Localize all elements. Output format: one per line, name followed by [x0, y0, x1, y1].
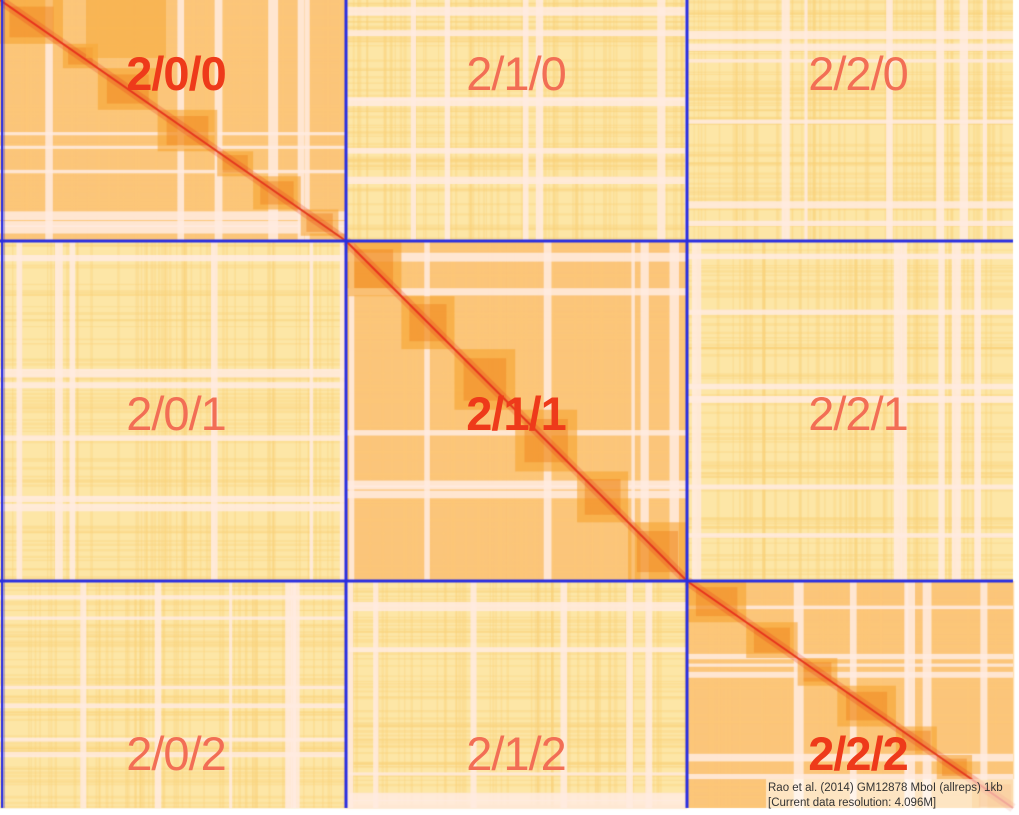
dataset-name: Rao et al. (2014) GM12878 MboI (allreps)…: [768, 782, 1003, 794]
data-resolution: [Current data resolution: 4.096M]: [768, 797, 937, 809]
tile-label-2-0-1: 2/0/1: [126, 387, 227, 440]
tile-label-2-1-2: 2/1/2: [466, 727, 567, 780]
tile-label-2-1-1: 2/1/1: [466, 387, 567, 440]
tile-label-2-0-2: 2/0/2: [126, 727, 227, 780]
tile-label-2-1-0: 2/1/0: [466, 47, 567, 100]
tile-label-2-0-0: 2/0/0: [126, 47, 227, 100]
dataset-caption: Rao et al. (2014) GM12878 MboI (allreps)…: [768, 781, 1019, 811]
tile-label-2-2-1: 2/2/1: [808, 387, 909, 440]
tile-label-2-2-0: 2/2/0: [808, 47, 909, 100]
tile-label-2-2-2: 2/2/2: [808, 727, 909, 780]
